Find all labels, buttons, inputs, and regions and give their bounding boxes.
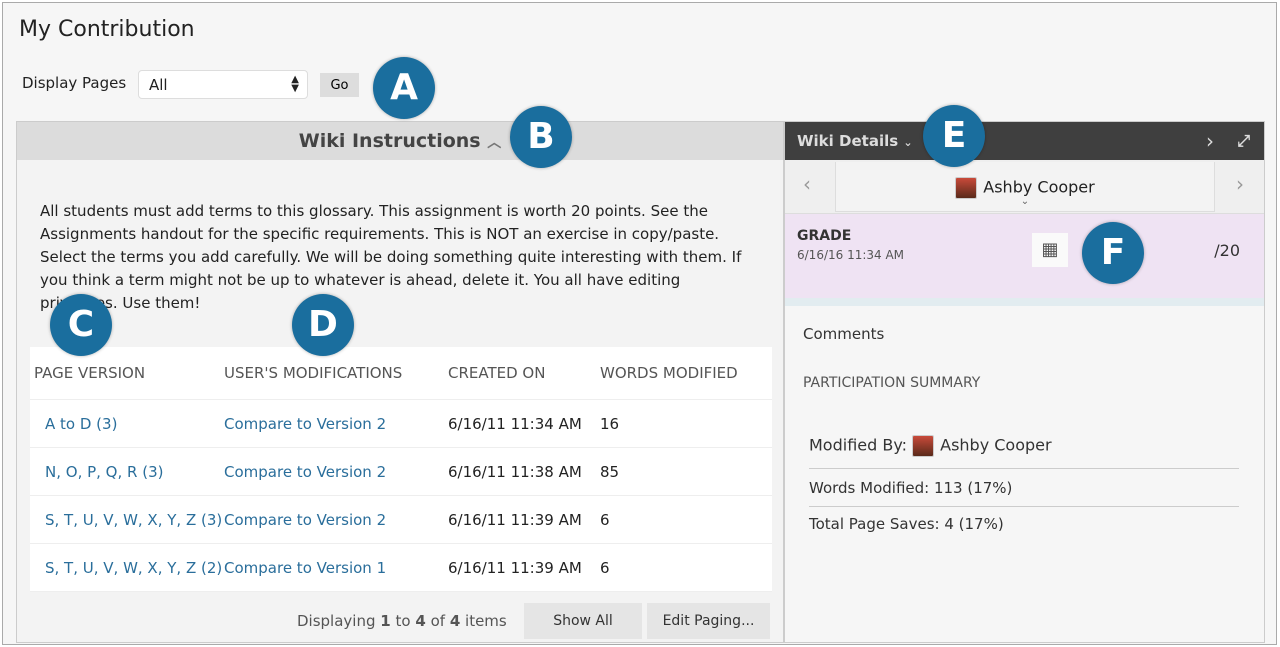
chevron-down-icon: ⌄ (903, 136, 913, 149)
show-all-button[interactable]: Show All (524, 603, 642, 639)
compare-link[interactable]: Compare to Version 1 (224, 558, 387, 577)
callout-f: F (1082, 222, 1144, 284)
col-words-modified[interactable]: WORDS MODIFIED (600, 364, 738, 382)
table-row: S, T, U, V, W, X, Y, Z (2) Compare to Ver… (30, 544, 772, 592)
page-version-link[interactable]: S, T, U, V, W, X, Y, Z (2) (45, 558, 223, 577)
select-value: All (149, 76, 168, 94)
page-version-link[interactable]: N, O, P, Q, R (3) (45, 462, 164, 481)
compare-link[interactable]: Compare to Version 2 (224, 414, 387, 433)
created-on: 6/16/11 11:39 AM (448, 558, 582, 577)
col-modifications[interactable]: USER'S MODIFICATIONS (224, 364, 403, 382)
table-row: S, T, U, V, W, X, Y, Z (3) Compare to Ver… (30, 496, 772, 544)
words-modified: 6 (600, 558, 610, 577)
instructions-text: All students must add terms to this glos… (40, 202, 742, 312)
wiki-details-menu[interactable]: Wiki Details (797, 132, 899, 150)
grade-section: GRADE 6/16/16 11:34 AM ▦ /20 (785, 214, 1264, 306)
avatar (912, 435, 935, 457)
words-modified-summary: Words Modified: 113 (17%) (809, 479, 1013, 497)
wiki-instructions-title: Wiki Instructions (298, 130, 481, 152)
paging-status: Displaying 1 to 4 of 4 items (297, 612, 507, 630)
go-button[interactable]: Go (320, 73, 359, 97)
callout-c: C (50, 294, 112, 356)
callout-e: E (923, 105, 985, 167)
divider (809, 506, 1239, 507)
participation-summary-heading: PARTICIPATION SUMMARY (803, 375, 981, 391)
created-on: 6/16/11 11:34 AM (448, 414, 582, 433)
wiki-instructions-toggle[interactable]: Wiki Instructions ︿ (17, 122, 783, 160)
words-modified: 16 (600, 414, 620, 433)
page-saves-summary: Total Page Saves: 4 (17%) (809, 515, 1004, 533)
display-pages-label: Display Pages (22, 74, 127, 92)
grade-date: 6/16/16 11:34 AM (797, 248, 905, 262)
compare-link[interactable]: Compare to Version 2 (224, 510, 387, 529)
divider (809, 468, 1239, 469)
created-on: 6/16/11 11:39 AM (448, 510, 582, 529)
table-row: N, O, P, Q, R (3) Compare to Version 2 6/1… (30, 448, 772, 496)
grade-label: GRADE (797, 228, 852, 244)
updown-icon: ▲ ▼ (291, 74, 299, 94)
expand-icon[interactable]: ⤢ (1237, 131, 1250, 150)
modified-by: Modified By: Ashby Cooper (809, 435, 1052, 457)
page-title: My Contribution (19, 17, 195, 42)
callout-a: A (373, 57, 435, 119)
display-pages-select[interactable]: All ▲ ▼ (138, 70, 308, 99)
callout-b: B (510, 106, 572, 168)
prev-user-icon[interactable]: ‹ (803, 172, 811, 196)
next-user-icon[interactable]: › (1236, 172, 1244, 196)
chevron-down-icon: ⌄ (1020, 196, 1030, 207)
user-name: Ashby Cooper (983, 177, 1095, 197)
table-footer: Displaying 1 to 4 of 4 items Show All Ed… (30, 600, 772, 642)
chevron-right-icon[interactable]: › (1206, 129, 1214, 153)
wiki-details-panel: Wiki Details ⌄ › ⤢ ‹ Ashby Cooper ⌄ › GRA… (784, 121, 1265, 643)
page-version-link[interactable]: S, T, U, V, W, X, Y, Z (3) (45, 510, 223, 529)
edit-paging-button[interactable]: Edit Paging... (647, 603, 770, 639)
wiki-instructions-panel: Wiki Instructions ︿ All students must ad… (16, 121, 784, 643)
chevron-up-icon: ︿ (487, 135, 502, 151)
col-created-on[interactable]: CREATED ON (448, 364, 546, 382)
table-row: A to D (3) Compare to Version 2 6/16/11 11… (30, 400, 772, 448)
created-on: 6/16/11 11:38 AM (448, 462, 582, 481)
table-header: PAGE VERSION USER'S MODIFICATIONS CREATE… (30, 347, 772, 400)
avatar (955, 177, 978, 199)
gradebook-grid-icon[interactable]: ▦ (1032, 233, 1068, 267)
versions-table: PAGE VERSION USER'S MODIFICATIONS CREATE… (30, 347, 772, 592)
comments-label[interactable]: Comments (803, 325, 885, 343)
grade-value[interactable]: /20 (1214, 241, 1240, 260)
col-page-version[interactable]: PAGE VERSION (34, 364, 146, 382)
words-modified: 85 (600, 462, 620, 481)
wiki-details-header: Wiki Details ⌄ › ⤢ (785, 122, 1264, 160)
user-navigator: ‹ Ashby Cooper ⌄ › (785, 160, 1264, 214)
compare-link[interactable]: Compare to Version 2 (224, 462, 387, 481)
user-select[interactable]: Ashby Cooper ⌄ (835, 162, 1215, 212)
callout-d: D (292, 294, 354, 356)
page-version-link[interactable]: A to D (3) (45, 414, 118, 433)
words-modified: 6 (600, 510, 610, 529)
